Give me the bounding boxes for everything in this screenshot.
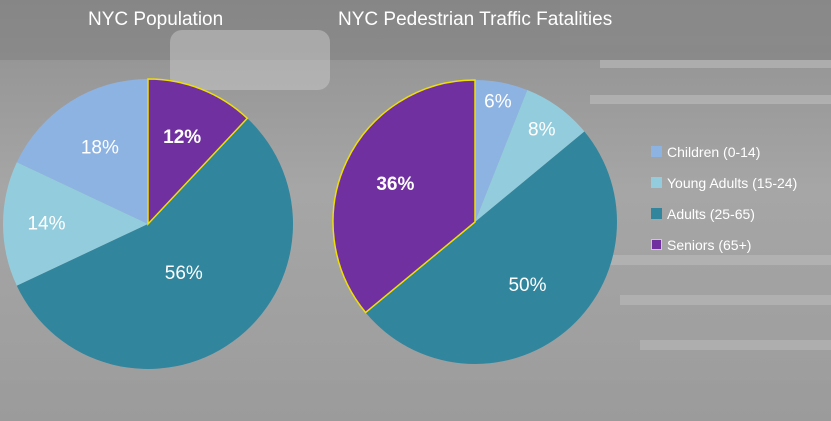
fatalities-pie: 6% 8% 50% 36% [332, 79, 618, 364]
legend-swatch-seniors [651, 239, 662, 250]
legend: Children (0-14) Young Adults (15-24) Adu… [651, 136, 797, 260]
pie-slice-adults [365, 131, 618, 364]
slice-label-young-adults: 14% [27, 214, 65, 235]
legend-label: Children (0-14) [667, 143, 761, 160]
slice-label-seniors: 36% [376, 174, 414, 195]
slice-label-young-adults: 8% [528, 120, 556, 141]
pie-slice-seniors [147, 78, 249, 226]
legend-item-adults: Adults (25-65) [651, 198, 797, 229]
legend-swatch-children [651, 146, 662, 157]
slice-label-adults: 50% [508, 275, 546, 296]
pie-slice-seniors [332, 79, 476, 314]
slice-label-children: 18% [81, 138, 119, 159]
legend-label: Seniors (65+) [667, 236, 752, 253]
legend-label: Young Adults (15-24) [667, 174, 798, 191]
population-pie: 18% 14% 56% 12% [3, 78, 293, 369]
population-chart-title: NYC Population [88, 9, 224, 30]
fatalities-chart-title: NYC Pedestrian Traffic Fatalities [338, 9, 613, 30]
slice-label-adults: 56% [165, 263, 203, 284]
pie-slice-children [475, 80, 528, 222]
pie-slice-young-adults [475, 89, 585, 222]
legend-label: Adults (25-65) [667, 205, 755, 222]
pie-slice-adults [16, 118, 293, 369]
legend-item-seniors: Seniors (65+) [651, 229, 797, 260]
slice-label-children: 6% [484, 92, 512, 113]
legend-swatch-adults [651, 208, 662, 219]
legend-item-children: Children (0-14) [651, 136, 797, 167]
legend-item-young-adults: Young Adults (15-24) [651, 167, 797, 198]
legend-swatch-young-adults [651, 177, 662, 188]
pie-slice-young-adults [3, 162, 148, 286]
pie-slice-children [16, 79, 148, 224]
slice-label-seniors: 12% [163, 127, 201, 148]
